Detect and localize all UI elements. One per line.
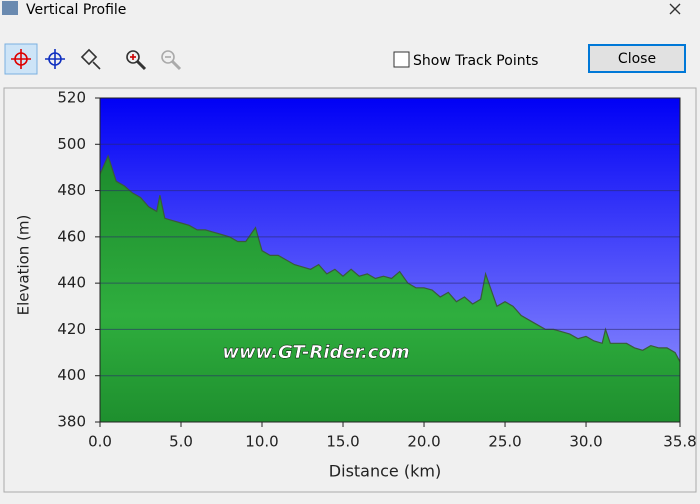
window-close[interactable] xyxy=(669,3,681,15)
checkbox[interactable] xyxy=(393,51,410,68)
y-tick-label: 520 xyxy=(57,89,86,107)
y-tick-label: 380 xyxy=(57,413,86,431)
profile-line xyxy=(99,154,681,363)
x-tick-label: 10.0 xyxy=(245,433,278,451)
watermark: www.GT-Rider.com xyxy=(222,342,409,363)
y-tick-label: 460 xyxy=(57,227,86,245)
y-tick-label: 420 xyxy=(57,320,86,338)
plot: 380 400 420 440 460 480 500 520 0.0 5.0 10.0 15.0 20… xyxy=(57,89,696,451)
toolbar-icons[interactable] xyxy=(11,48,182,71)
app-icon xyxy=(2,1,18,15)
x-tick-label: 15.0 xyxy=(326,433,359,451)
x-axis-label: Distance (km) xyxy=(329,462,441,481)
plot-frame xyxy=(99,97,681,423)
x-tick-label: 5.0 xyxy=(169,433,193,451)
close-button[interactable] xyxy=(588,44,686,73)
area xyxy=(100,155,680,422)
window-title: Vertical Profile xyxy=(26,2,126,18)
y-tick-label: 500 xyxy=(57,135,86,153)
y-tick-label: 440 xyxy=(57,274,86,292)
y-tick-label: 400 xyxy=(57,366,86,384)
x-tick-label: 0.0 xyxy=(88,433,112,451)
close-button-label[interactable]: Close xyxy=(618,51,656,67)
y-tick-label: 480 xyxy=(57,181,86,199)
x-tick-label: 35.8 xyxy=(663,433,696,451)
x-tick-label: 25.0 xyxy=(488,433,521,451)
y-axis-label: Elevation (m) xyxy=(15,215,33,316)
checkbox-label[interactable]: Show Track Points xyxy=(413,53,538,69)
x-tick-label: 20.0 xyxy=(407,433,440,451)
x-tick-label: 30.0 xyxy=(569,433,602,451)
